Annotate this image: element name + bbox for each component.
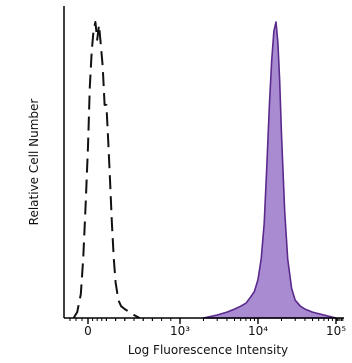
plot-area — [72, 21, 337, 319]
x-tick-label: 0 — [84, 324, 92, 338]
x-tick-label: 10³ — [170, 324, 190, 338]
control-histogram-dashed-line — [72, 21, 140, 319]
x-tick-label: 10⁵ — [326, 324, 346, 338]
stained-sample-histogram — [202, 21, 337, 319]
y-axis-label: Relative Cell Number — [27, 99, 41, 226]
x-tick-label: 10⁴ — [248, 324, 268, 338]
x-axis-label: Log Fluorescence Intensity — [128, 343, 288, 357]
axes: 0 10³ 10⁴ 10⁵ — [63, 6, 346, 338]
